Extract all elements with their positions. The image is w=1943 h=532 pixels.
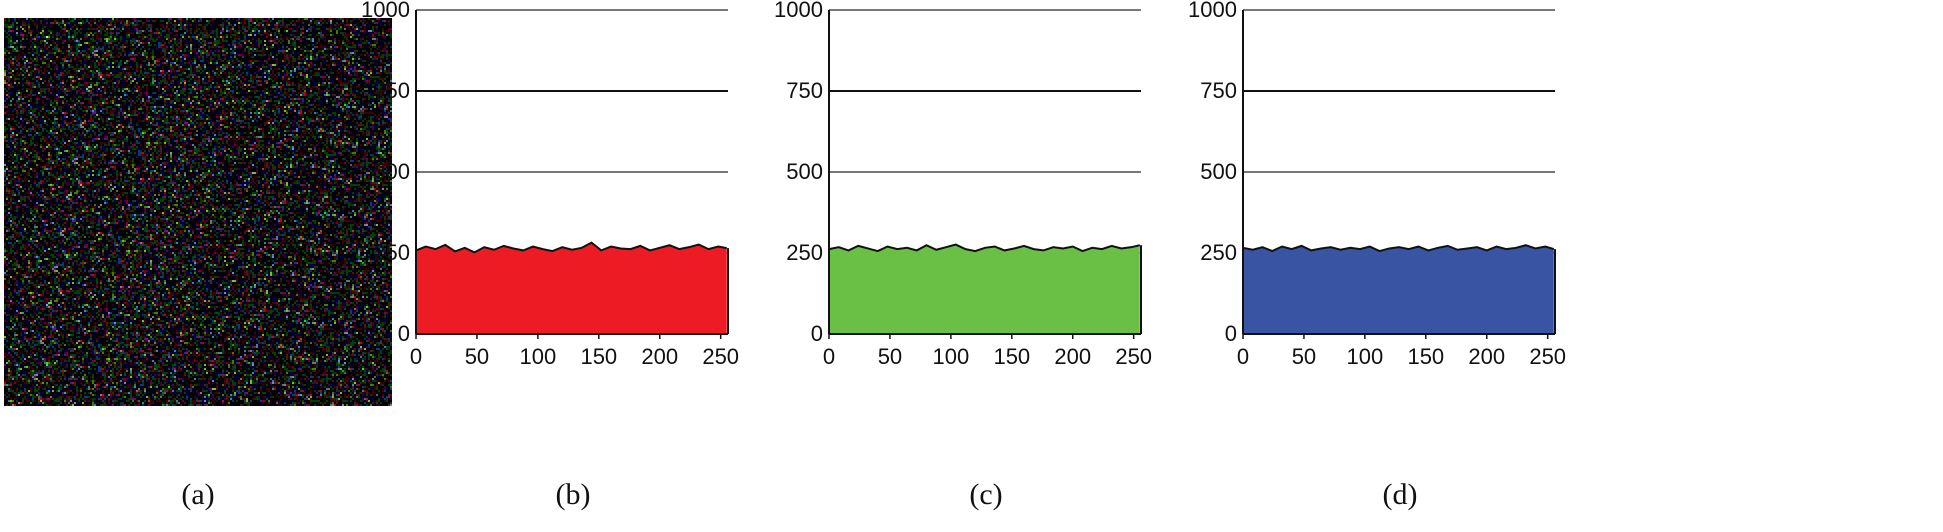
caption-c: (c) [969, 478, 1003, 511]
x-tick-label-0: 0 [410, 344, 422, 369]
x-tick-label-100: 100 [1347, 344, 1384, 369]
histogram-red: 0 250 500 750 1000 0 50 100 150 200 250 [361, 0, 739, 369]
caption-a: (a) [181, 478, 215, 511]
histogram-area [829, 244, 1140, 334]
y-tick-label-0: 0 [398, 321, 410, 346]
y-tick-label-500: 500 [1200, 159, 1237, 184]
x-tick-label-150: 150 [580, 344, 617, 369]
x-tick-label-250: 250 [1115, 344, 1152, 369]
x-tick-label-50: 50 [878, 344, 902, 369]
y-tick-label-250: 250 [373, 240, 410, 265]
histogram-outline [415, 241, 727, 254]
histogram-panel-b: 0 250 500 750 1000 0 50 100 150 200 250 [361, 0, 790, 470]
histogram-area [416, 242, 727, 334]
y-tick-label-1000: 1000 [774, 0, 823, 22]
histogram-outline [1242, 244, 1555, 253]
y-tick-label-750: 750 [786, 78, 823, 103]
histogram-area [1243, 245, 1554, 334]
histogram-blue: 0 250 500 750 1000 0 50 100 150 200 250 [1188, 0, 1566, 369]
x-tick-label-0: 0 [1237, 344, 1249, 369]
y-tick-label-750: 750 [1200, 78, 1237, 103]
histogram-panel-d: 0 250 500 750 1000 0 50 100 150 200 250 [1188, 0, 1617, 470]
y-tick-label-500: 500 [786, 159, 823, 184]
x-tick-label-150: 150 [993, 344, 1030, 369]
caption-d: (d) [1382, 478, 1418, 511]
histogram-panel-c: 0 250 500 750 1000 0 50 100 150 200 250 [774, 0, 1203, 470]
noise-image [4, 18, 392, 406]
x-tick-label-250: 250 [1529, 344, 1566, 369]
y-tick-label-500: 500 [373, 159, 410, 184]
caption-b: (b) [555, 478, 591, 511]
x-tick-label-50: 50 [1292, 344, 1316, 369]
x-tick-label-250: 250 [702, 344, 739, 369]
x-tick-label-150: 150 [1407, 344, 1444, 369]
histogram-green: 0 250 500 750 1000 0 50 100 150 200 250 [774, 0, 1152, 369]
y-tick-label-0: 0 [1225, 321, 1237, 346]
x-tick-label-50: 50 [465, 344, 489, 369]
x-tick-label-200: 200 [641, 344, 678, 369]
histogram-outline [828, 243, 1141, 253]
x-tick-label-100: 100 [933, 344, 970, 369]
x-tick-label-200: 200 [1054, 344, 1091, 369]
x-tick-label-200: 200 [1468, 344, 1505, 369]
y-tick-label-250: 250 [1200, 240, 1237, 265]
y-tick-label-250: 250 [786, 240, 823, 265]
y-tick-label-0: 0 [811, 321, 823, 346]
y-tick-label-750: 750 [373, 78, 410, 103]
y-tick-label-1000: 1000 [361, 0, 410, 22]
x-tick-label-100: 100 [520, 344, 557, 369]
x-tick-label-0: 0 [823, 344, 835, 369]
y-tick-label-1000: 1000 [1188, 0, 1237, 22]
